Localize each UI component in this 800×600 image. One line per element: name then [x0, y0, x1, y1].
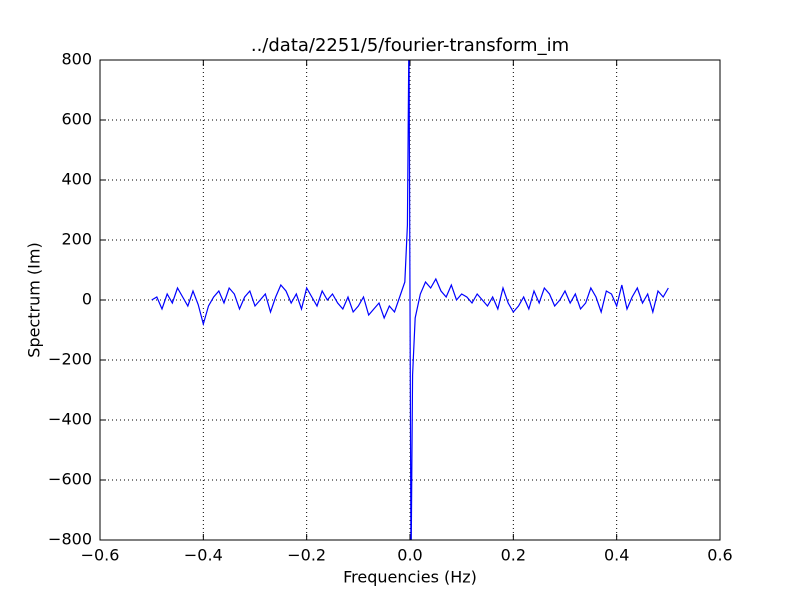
plot-frame	[99, 59, 721, 541]
chart-title: ../data/2251/5/fourier-transform_im	[251, 35, 569, 56]
y-axis-label: Spectrum (Im)	[25, 242, 44, 357]
y-tick-label: 400	[61, 170, 92, 189]
y-tick-label: −400	[48, 410, 92, 429]
x-tick-label: 0.0	[397, 546, 422, 565]
x-tick-label: 0.4	[604, 546, 629, 565]
y-tick-label: 600	[61, 110, 92, 129]
y-tick-label: −600	[48, 470, 92, 489]
y-tick-label: 800	[61, 50, 92, 69]
y-tick-label: −200	[48, 350, 92, 369]
x-axis-label: Frequencies (Hz)	[343, 568, 477, 587]
x-tick-label: −0.2	[287, 546, 326, 565]
y-tick-label: 0	[82, 290, 92, 309]
y-tick-label: 200	[61, 230, 92, 249]
x-tick-label: −0.6	[81, 546, 120, 565]
x-tick-label: 0.6	[707, 546, 732, 565]
data-line	[151, 60, 669, 540]
y-tick-label: −800	[48, 530, 92, 549]
x-tick-label: −0.4	[184, 546, 223, 565]
x-tick-label: 0.2	[501, 546, 526, 565]
